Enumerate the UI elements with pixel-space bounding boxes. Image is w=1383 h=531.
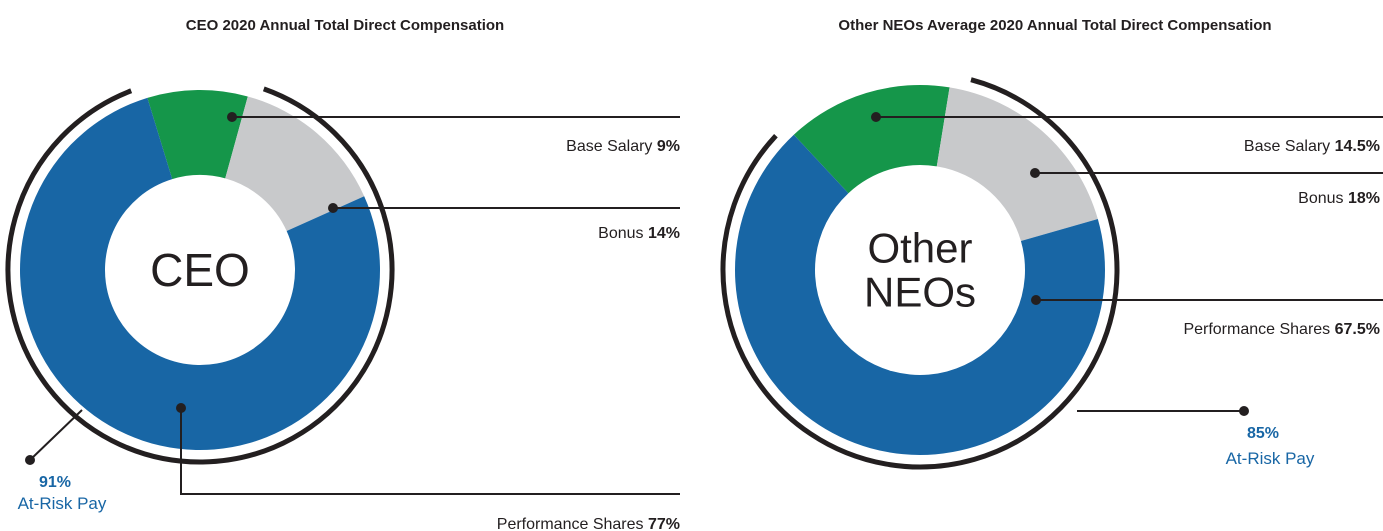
- slice: [225, 96, 365, 232]
- slice-label: Performance Shares 67.5%: [1183, 321, 1380, 338]
- chart-title: Other NEOs Average 2020 Annual Total Dir…: [838, 17, 1271, 34]
- slice: [793, 85, 950, 194]
- leader-dot: [871, 112, 881, 122]
- at-risk-caption: At-Risk Pay: [18, 494, 107, 513]
- slice-label: Bonus 18%: [1298, 190, 1380, 207]
- leader-line: [180, 408, 680, 495]
- slice: [147, 90, 248, 180]
- value-label: 9%: [657, 138, 680, 155]
- category-name: Performance Shares: [497, 516, 644, 531]
- at-risk-caption: At-Risk Pay: [1226, 449, 1315, 468]
- slice-label: Bonus 14%: [598, 225, 680, 242]
- value-label: 67.5%: [1335, 321, 1380, 338]
- category-name: Base Salary: [1244, 138, 1330, 155]
- leader-dot: [328, 203, 338, 213]
- center-label: Other: [867, 225, 972, 272]
- slice-label: Base Salary 9%: [566, 138, 680, 155]
- at-risk-value: 85%: [1247, 425, 1279, 442]
- chart-title: CEO 2020 Annual Total Direct Compensatio…: [186, 17, 504, 34]
- category-name: Performance Shares: [1183, 321, 1330, 338]
- slice-label: Performance Shares 77%: [497, 516, 680, 531]
- slice: [936, 87, 1098, 242]
- slice: [20, 97, 381, 450]
- value-label: 18%: [1348, 190, 1380, 207]
- category-name: Bonus: [598, 225, 643, 242]
- leader-dot: [25, 455, 35, 465]
- leader-dot: [1030, 168, 1040, 178]
- leader-dot: [176, 403, 186, 413]
- at-risk-value: 91%: [39, 474, 71, 491]
- center-label: NEOs: [864, 269, 976, 316]
- slice-label: Base Salary 14.5%: [1244, 138, 1380, 155]
- at-risk-arc: [5, 86, 395, 465]
- leader-dot: [1031, 295, 1041, 305]
- category-name: Base Salary: [566, 138, 652, 155]
- leader-dot: [1239, 406, 1249, 416]
- at-risk-arc: [720, 77, 1120, 470]
- value-label: 14%: [648, 225, 680, 242]
- center-label: CEO: [150, 244, 250, 296]
- slice: [735, 134, 1105, 456]
- at-risk-leader: [29, 409, 83, 461]
- value-label: 77%: [648, 516, 680, 531]
- category-name: Bonus: [1298, 190, 1343, 207]
- value-label: 14.5%: [1335, 138, 1380, 155]
- leader-dot: [227, 112, 237, 122]
